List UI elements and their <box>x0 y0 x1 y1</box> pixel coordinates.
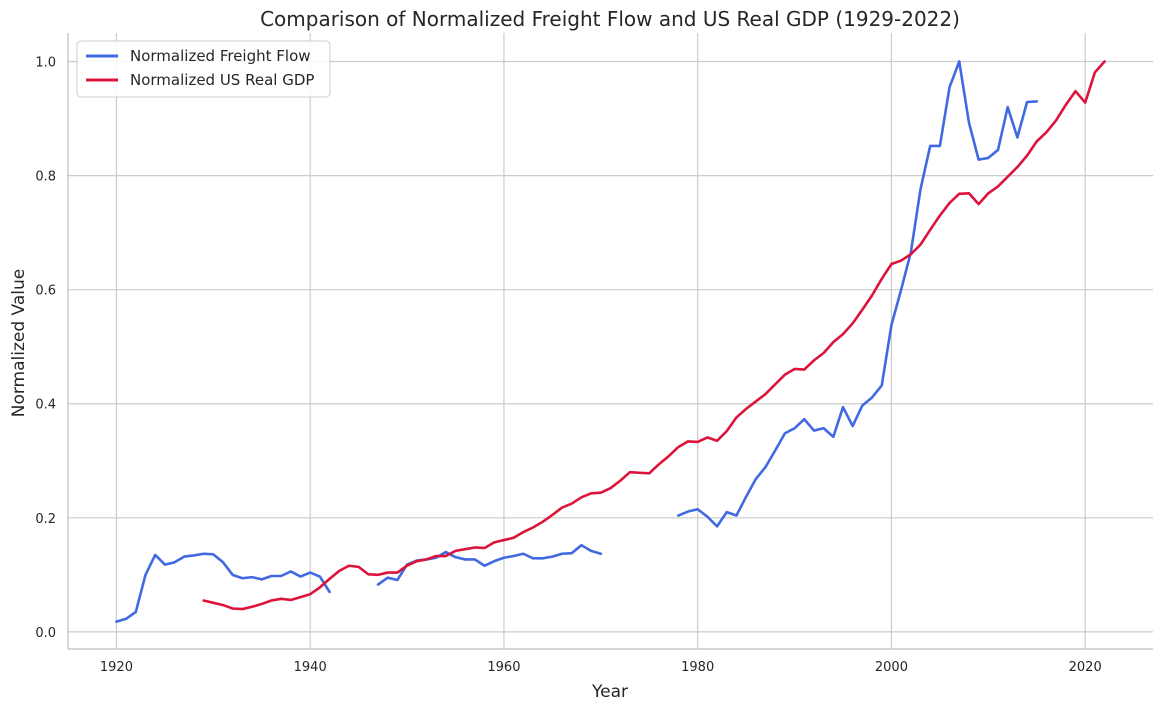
y-axis-label: Normalized Value <box>9 269 29 418</box>
axis-spines <box>67 33 1153 650</box>
y-tick-label: 1.0 <box>35 56 56 71</box>
x-tick-label: 1920 <box>100 660 133 675</box>
series-line-freight-flow <box>115 60 1039 623</box>
series-lines <box>115 60 1106 623</box>
x-tick-label: 1960 <box>487 660 520 675</box>
x-tick-label: 1940 <box>294 660 327 675</box>
y-tick-label: 0.0 <box>35 626 56 641</box>
y-tick-label: 0.8 <box>35 170 56 185</box>
x-tick-labels: 1920 1940 1960 1980 2000 2020 <box>100 660 1102 675</box>
grid-lines <box>68 33 1153 649</box>
x-axis-label: Year <box>591 682 628 702</box>
y-tick-label: 0.4 <box>35 398 56 413</box>
legend-label-freight-flow: Normalized Freight Flow <box>130 47 311 65</box>
x-tick-label: 2000 <box>875 660 908 675</box>
x-tick-label: 2020 <box>1069 660 1102 675</box>
x-tick-label: 1980 <box>681 660 714 675</box>
legend: Normalized Freight Flow Normalized US Re… <box>76 40 331 98</box>
chart-title: Comparison of Normalized Freight Flow an… <box>260 7 960 31</box>
y-tick-label: 0.6 <box>35 284 56 299</box>
series-line-real-gdp <box>202 60 1106 611</box>
y-tick-labels: 0.0 0.2 0.4 0.6 0.8 1.0 <box>35 56 56 641</box>
y-tick-label: 0.2 <box>35 512 56 527</box>
legend-label-real-gdp: Normalized US Real GDP <box>130 71 314 89</box>
legend-box <box>76 40 331 98</box>
